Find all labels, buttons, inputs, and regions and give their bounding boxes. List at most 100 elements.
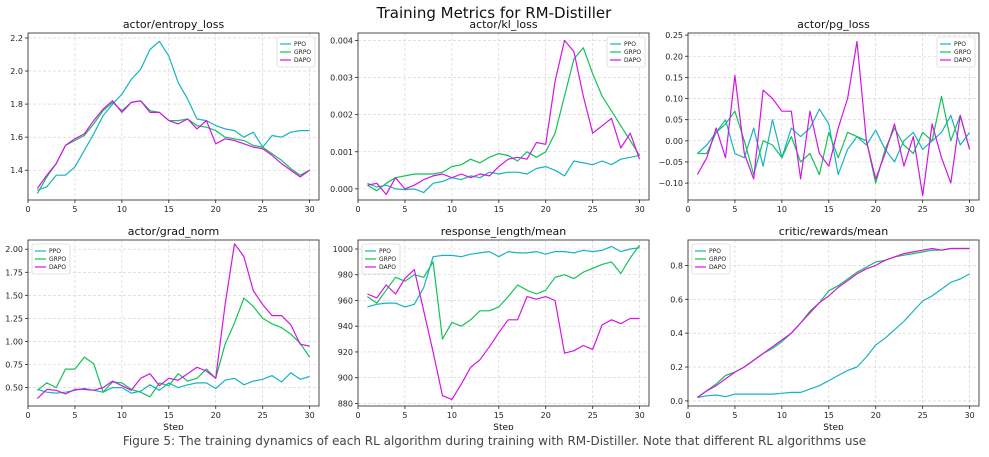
x-tick-label: 15 [164, 205, 174, 214]
figure-caption: Figure 5: The training dynamics of each … [122, 434, 867, 448]
y-tick-label: 2.00 [5, 245, 23, 254]
y-tick-label: 0.75 [5, 361, 23, 370]
x-tick-label: 30 [305, 205, 315, 214]
x-tick-label: 0 [685, 205, 690, 214]
series-line-ppo [37, 40, 310, 191]
x-tick-label: 15 [164, 411, 174, 420]
x-tick-label: 15 [494, 411, 504, 420]
y-tick-label: −0.05 [658, 158, 683, 167]
x-tick-label: 25 [918, 205, 928, 214]
chart-title: response_length/mean [441, 225, 566, 238]
legend-label-ppo: PPO [624, 41, 636, 48]
x-tick-label: 15 [824, 205, 834, 214]
x-tick-label: 5 [732, 411, 737, 420]
y-tick-label: 1.25 [5, 314, 23, 323]
y-tick-label: 0.15 [665, 73, 683, 82]
x-tick-label: 25 [918, 411, 928, 420]
series-line-dapo [36, 100, 310, 189]
x-tick-label: 5 [402, 411, 407, 420]
series-line-grpo [697, 247, 970, 398]
y-tick-label: 2.2 [10, 34, 23, 43]
series-line-dapo [367, 39, 641, 195]
plot-frame [27, 32, 320, 201]
legend-label-grpo: GRPO [624, 49, 641, 56]
x-tick-label: 0 [25, 411, 30, 420]
legend-label-ppo: PPO [379, 248, 391, 255]
chart-title: critic/rewards/mean [779, 225, 889, 238]
series-line-dapo [367, 269, 640, 401]
series-line-ppo [367, 154, 640, 194]
x-tick-label: 5 [72, 205, 77, 214]
x-tick-label: 20 [211, 411, 221, 420]
legend-label-grpo: GRPO [49, 256, 66, 263]
x-tick-label: 0 [355, 205, 360, 214]
legend-label-dapo: DAPO [954, 57, 971, 64]
series-line-dapo [696, 40, 971, 197]
x-tick-label: 5 [732, 205, 737, 214]
series-line-grpo [697, 95, 971, 184]
legend-label-ppo: PPO [709, 248, 721, 255]
metrics-figure: Training Metrics for RM-Distiller 0 5 10 15… [5, 4, 980, 430]
x-tick-label: 0 [25, 205, 30, 214]
x-tick-label: 20 [541, 205, 551, 214]
legend-label-grpo: GRPO [379, 256, 396, 263]
y-tick-label: 0.000 [330, 185, 353, 194]
plot-frame [687, 239, 980, 407]
y-tick-label: 0.002 [330, 111, 353, 120]
y-tick-label: 0.004 [330, 36, 353, 45]
chart-title: actor/grad_norm [128, 225, 220, 238]
plot-frame [357, 239, 650, 407]
x-axis-label: Step [493, 423, 514, 430]
x-tick-label: 0 [685, 411, 690, 420]
y-tick-label: 900 [338, 374, 353, 383]
figure-title: Training Metrics for RM-Distiller [376, 4, 612, 22]
series-line-ppo [696, 108, 971, 176]
legend-label-grpo: GRPO [709, 256, 726, 263]
chart-panel-actor-kl-loss: 0 5 10 15 20 25 30 0.000 0.001 0.002 0.003 0.004 act… [330, 18, 650, 214]
plot-frame [357, 32, 650, 201]
y-tick-label: 0.003 [330, 74, 353, 83]
series-line-grpo [37, 297, 311, 398]
y-tick-label: 0.00 [665, 137, 683, 146]
x-axis-label: Step [823, 423, 844, 430]
chart-panel-actor-grad-norm: 0 5 10 15 20 25 30 0.50 0.75 1.00 1.25 1.50 1.75 2.00… [5, 225, 320, 430]
y-tick-label: 1.00 [5, 337, 23, 346]
x-tick-label: 30 [965, 411, 975, 420]
y-tick-label: 880 [338, 399, 353, 408]
legend-label-dapo: DAPO [379, 264, 396, 271]
x-tick-label: 30 [635, 411, 645, 420]
series-line-grpo [367, 47, 641, 192]
legend-label-ppo: PPO [954, 41, 966, 48]
y-tick-label: 1.4 [10, 166, 23, 175]
series-line-ppo [367, 245, 640, 308]
x-tick-label: 5 [72, 411, 77, 420]
chart-panel-response-length-mean: 0 5 10 15 20 25 30 880 900 920 940 960 980 1000 respon… [333, 225, 650, 430]
series-line-ppo [697, 273, 970, 399]
x-tick-label: 15 [824, 411, 834, 420]
y-tick-label: 1.75 [5, 268, 23, 277]
y-tick-label: 0.6 [670, 295, 683, 304]
legend-label-dapo: DAPO [624, 57, 641, 64]
y-tick-label: 1000 [333, 245, 353, 254]
chart-panel-critic-rewards-mean: 0 5 10 15 20 25 30 0.0 0.2 0.4 0.6 0.8 critic/reward… [670, 225, 980, 430]
x-tick-label: 15 [494, 205, 504, 214]
y-tick-label: 0.20 [665, 52, 683, 61]
x-tick-label: 0 [355, 411, 360, 420]
x-tick-label: 30 [305, 411, 315, 420]
y-tick-label: 960 [338, 296, 353, 305]
x-tick-label: 20 [541, 411, 551, 420]
plot-frame [27, 239, 320, 407]
y-tick-label: 0.10 [665, 95, 683, 104]
chart-title: actor/kl_loss [469, 18, 538, 31]
y-tick-label: 1.8 [10, 100, 23, 109]
chart-panel-actor-pg-loss: 0 5 10 15 20 25 30 −0.10 −0.05 0.00 0.05 0.10 0.15 0.… [658, 18, 980, 214]
y-tick-label: 940 [338, 322, 353, 331]
x-tick-label: 25 [258, 411, 268, 420]
x-axis-label: Step [163, 423, 184, 430]
